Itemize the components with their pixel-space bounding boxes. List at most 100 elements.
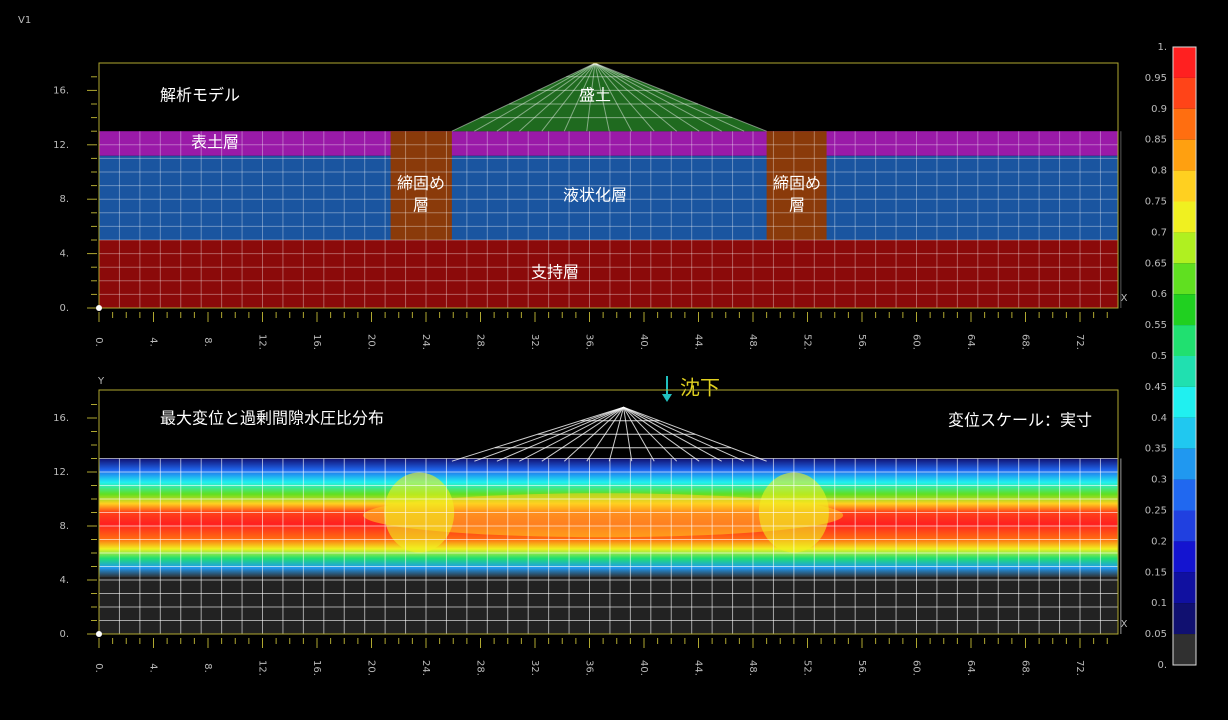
colorbar-label: 0.2 (1151, 536, 1167, 547)
mesh-line (594, 62, 700, 132)
x-tick-label: 68. (1020, 660, 1031, 676)
x-tick-label: 36. (584, 660, 595, 676)
colorbar-label: 0.95 (1145, 73, 1167, 84)
x-tick-label: 48. (747, 660, 758, 676)
compacted-layer (766, 131, 827, 240)
x-tick-label: 48. (747, 334, 758, 350)
mesh-line (474, 62, 596, 132)
colorbar-band (1173, 201, 1196, 233)
scale-note: 変位スケール：実寸 (948, 411, 1092, 430)
liquefaction-layer (99, 155, 1118, 240)
colorbar-label: 0.65 (1145, 258, 1167, 269)
colorbar-band (1173, 108, 1196, 140)
mesh-line (541, 62, 596, 132)
panel-title: 最大変位と過剰間隙水圧比分布 (160, 409, 384, 428)
mesh-line (594, 62, 655, 132)
colorbar-label: 0.7 (1151, 227, 1167, 238)
x-tick-label: 8. (202, 663, 213, 673)
panel-title: 解析モデル (160, 86, 240, 105)
mesh-line (518, 62, 596, 132)
colorbar-label: 0.6 (1151, 289, 1167, 300)
layer-label: 支持層 (531, 263, 579, 282)
mesh-line (594, 62, 678, 132)
colorbar-band (1173, 325, 1196, 356)
x-tick-label: 0. (93, 337, 104, 347)
x-tick-label: 40. (638, 660, 649, 676)
y-tick-label: 4. (59, 249, 69, 260)
layer-label: 表土層 (191, 133, 239, 152)
mesh-line (451, 62, 596, 132)
origin-marker (96, 631, 102, 637)
y-axis-label: Y (97, 376, 105, 387)
x-axis-label: X (1121, 293, 1128, 304)
colorbar-band (1173, 263, 1196, 295)
colorbar-label: 0.15 (1145, 567, 1167, 578)
x-tick-label: 68. (1020, 334, 1031, 350)
colorbar-label: 0.4 (1151, 413, 1167, 424)
y-tick-label: 16. (53, 413, 69, 424)
x-tick-label: 28. (475, 660, 486, 676)
x-tick-label: 28. (475, 334, 486, 350)
x-tick-label: 56. (856, 334, 867, 350)
colorbar-label: 0.25 (1145, 506, 1167, 517)
x-tick-label: 20. (366, 660, 377, 676)
colorbar-band (1173, 356, 1196, 387)
settlement-arrowhead (662, 394, 672, 402)
x-tick-label: 56. (856, 660, 867, 676)
settlement-label: 沈下 (680, 376, 720, 400)
colorbar-band (1173, 232, 1196, 264)
colorbar-band (1173, 77, 1196, 109)
x-tick-label: 32. (529, 334, 540, 350)
colorbar-band (1173, 417, 1196, 449)
colorbar-band (1173, 170, 1196, 202)
layer-label: 締固め (397, 174, 445, 193)
lower-region (99, 577, 1118, 634)
topsoil-layer (99, 131, 1118, 156)
mesh-line (594, 62, 745, 132)
mesh-line (586, 63, 596, 132)
x-tick-label: 40. (638, 334, 649, 350)
bearing-layer (99, 240, 1118, 308)
colorbar-label: 0. (1157, 660, 1167, 671)
x-tick-label: 4. (148, 663, 159, 673)
origin-marker (96, 305, 102, 311)
mesh-line (594, 62, 722, 132)
x-tick-label: 12. (257, 334, 268, 350)
mesh-line (594, 62, 767, 132)
colorbar-label: 0.9 (1151, 104, 1167, 115)
colorbar-band (1173, 47, 1196, 78)
x-tick-label: 0. (93, 663, 104, 673)
colorbar-label: 0.1 (1151, 598, 1167, 609)
y-tick-label: 8. (59, 521, 69, 532)
x-tick-label: 44. (693, 334, 704, 350)
x-tick-label: 36. (584, 334, 595, 350)
x-axis-label: X (1121, 619, 1128, 630)
colorbar-band (1173, 294, 1196, 326)
x-tick-label: 4. (148, 337, 159, 347)
layer-label: 液状化層 (563, 186, 627, 205)
colorbar-band (1173, 572, 1196, 604)
view-label: V1 (18, 15, 31, 26)
x-tick-label: 64. (965, 334, 976, 350)
layer-label: 盛土 (579, 86, 611, 105)
y-tick-label: 12. (53, 467, 69, 478)
mesh-line (594, 62, 633, 132)
x-tick-label: 60. (911, 660, 922, 676)
colorbar-band (1173, 139, 1196, 171)
colorbar-label: 0.05 (1145, 629, 1167, 640)
x-tick-label: 44. (693, 660, 704, 676)
x-tick-label: 16. (311, 334, 322, 350)
colorbar-label: 0.3 (1151, 475, 1167, 486)
colorbar-label: 0.55 (1145, 320, 1167, 331)
y-tick-label: 4. (59, 575, 69, 586)
plot-frame (98, 389, 1119, 635)
x-tick-label: 20. (366, 334, 377, 350)
x-tick-label: 24. (420, 334, 431, 350)
x-tick-label: 64. (965, 660, 976, 676)
colorbar-label: 0.8 (1151, 166, 1167, 177)
embankment (451, 63, 767, 132)
x-tick-label: 72. (1074, 660, 1085, 676)
colorbar-band (1173, 386, 1196, 418)
colorbar-band (1173, 479, 1196, 511)
